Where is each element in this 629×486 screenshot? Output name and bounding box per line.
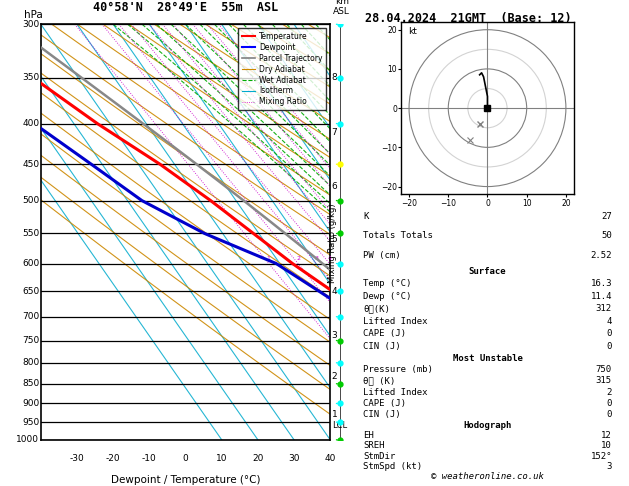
Text: CIN (J): CIN (J): [363, 342, 401, 350]
Text: 10: 10: [601, 441, 612, 451]
Text: 700: 700: [22, 312, 40, 321]
Text: Hodograph: Hodograph: [464, 421, 511, 430]
Text: 8: 8: [331, 73, 337, 82]
Text: 0: 0: [182, 454, 189, 463]
Text: 300: 300: [22, 20, 40, 29]
Text: 7: 7: [331, 128, 337, 137]
Text: 2: 2: [296, 257, 300, 261]
Text: 1000: 1000: [16, 435, 40, 444]
Text: 4: 4: [328, 257, 331, 261]
Text: 16.3: 16.3: [591, 279, 612, 288]
Text: 450: 450: [22, 160, 40, 169]
Text: hPa: hPa: [23, 10, 42, 20]
Text: 6: 6: [331, 182, 337, 191]
Text: 1: 1: [267, 257, 270, 261]
Text: 10: 10: [216, 454, 228, 463]
Text: Most Unstable: Most Unstable: [452, 353, 523, 363]
Text: Dewpoint / Temperature (°C): Dewpoint / Temperature (°C): [111, 475, 260, 485]
Text: 3: 3: [606, 462, 612, 471]
Text: Mixing Ratio (g/kg): Mixing Ratio (g/kg): [328, 203, 337, 283]
Text: 40°58'N  28°49'E  55m  ASL: 40°58'N 28°49'E 55m ASL: [93, 1, 278, 14]
Text: 750: 750: [22, 336, 40, 345]
Text: K: K: [363, 212, 369, 221]
Text: 50: 50: [601, 231, 612, 240]
Text: © weatheronline.co.uk: © weatheronline.co.uk: [431, 472, 544, 481]
Text: 350: 350: [22, 73, 40, 82]
Text: PW (cm): PW (cm): [363, 251, 401, 260]
Text: 900: 900: [22, 399, 40, 408]
Text: -10: -10: [142, 454, 157, 463]
Text: LCL: LCL: [331, 421, 347, 430]
Text: 550: 550: [22, 229, 40, 238]
Text: EH: EH: [363, 431, 374, 440]
Text: 12: 12: [601, 431, 612, 440]
Text: θᴇ(K): θᴇ(K): [363, 304, 390, 313]
Text: θᴇ (K): θᴇ (K): [363, 376, 395, 385]
Text: 750: 750: [596, 365, 612, 374]
Text: 2: 2: [331, 372, 337, 381]
Text: 0: 0: [606, 410, 612, 419]
Text: CAPE (J): CAPE (J): [363, 399, 406, 408]
Text: 800: 800: [22, 358, 40, 367]
Text: 650: 650: [22, 287, 40, 295]
Text: 315: 315: [596, 376, 612, 385]
Text: 400: 400: [22, 119, 40, 128]
Text: -20: -20: [106, 454, 121, 463]
Text: Lifted Index: Lifted Index: [363, 387, 428, 397]
Text: 600: 600: [22, 259, 40, 268]
Legend: Temperature, Dewpoint, Parcel Trajectory, Dry Adiabat, Wet Adiabat, Isotherm, Mi: Temperature, Dewpoint, Parcel Trajectory…: [238, 28, 326, 110]
Text: SREH: SREH: [363, 441, 384, 451]
Text: 850: 850: [22, 379, 40, 388]
Text: 2.52: 2.52: [591, 251, 612, 260]
Text: 11.4: 11.4: [591, 292, 612, 301]
Text: 4: 4: [606, 316, 612, 326]
Text: 40: 40: [325, 454, 336, 463]
Text: Lifted Index: Lifted Index: [363, 316, 428, 326]
Text: 3: 3: [314, 257, 318, 261]
Text: 28.04.2024  21GMT  (Base: 12): 28.04.2024 21GMT (Base: 12): [365, 12, 572, 25]
Text: 27: 27: [601, 212, 612, 221]
Text: 4: 4: [331, 287, 337, 295]
Text: 30: 30: [288, 454, 300, 463]
Text: 0: 0: [606, 329, 612, 338]
Text: Pressure (mb): Pressure (mb): [363, 365, 433, 374]
Text: 1: 1: [331, 410, 337, 419]
Text: Surface: Surface: [469, 267, 506, 276]
Text: StmDir: StmDir: [363, 451, 395, 461]
Text: StmSpd (kt): StmSpd (kt): [363, 462, 422, 471]
Text: 312: 312: [596, 304, 612, 313]
Text: kt: kt: [408, 27, 417, 36]
Text: 0: 0: [606, 399, 612, 408]
Text: 3: 3: [331, 331, 337, 340]
Text: km
ASL: km ASL: [333, 0, 350, 16]
Text: -30: -30: [70, 454, 84, 463]
Text: 152°: 152°: [591, 451, 612, 461]
Text: CIN (J): CIN (J): [363, 410, 401, 419]
Text: 5: 5: [331, 235, 337, 244]
Text: 0: 0: [606, 342, 612, 350]
Text: 2: 2: [606, 387, 612, 397]
Text: CAPE (J): CAPE (J): [363, 329, 406, 338]
Text: Dewp (°C): Dewp (°C): [363, 292, 411, 301]
Text: Temp (°C): Temp (°C): [363, 279, 411, 288]
Text: 500: 500: [22, 196, 40, 205]
Text: Totals Totals: Totals Totals: [363, 231, 433, 240]
Text: 20: 20: [252, 454, 264, 463]
Text: 950: 950: [22, 417, 40, 427]
